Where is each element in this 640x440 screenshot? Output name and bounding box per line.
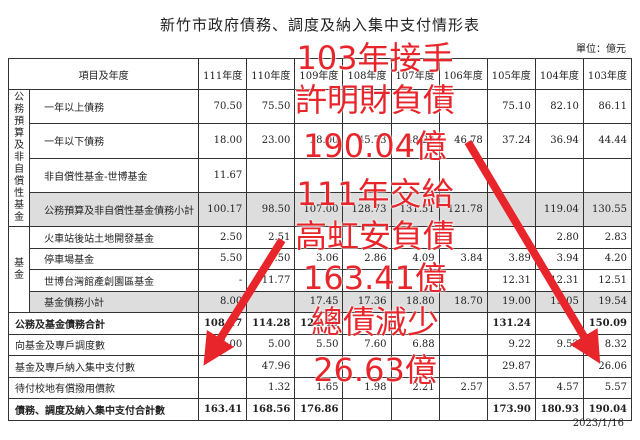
- cell: 119.04: [534, 191, 584, 228]
- overlay-text: 許明財負債: [294, 81, 455, 119]
- cell: 107.00: [294, 191, 344, 228]
- cell: [582, 157, 633, 193]
- debt-table: 項目及年度 111年度 110年度 109年度 108年度 107年度 106年度 105年度…: [7, 58, 633, 421]
- row: 債務、調度及納入集中支付合計數 163.41 168.56 176.86 173.90 1…: [7, 398, 633, 421]
- unit-note: 單位：億元: [576, 44, 626, 55]
- cell: 19.54: [582, 290, 633, 313]
- cell: 130.55: [582, 191, 633, 228]
- overlay-text: 103年接手: [296, 39, 454, 77]
- group-label: 公務預算及非自償性基金: [7, 89, 31, 227]
- cell: 176.86: [294, 398, 344, 421]
- cell: [342, 157, 392, 193]
- group-label: 基金: [7, 226, 31, 313]
- cell: 45.73: [342, 123, 392, 159]
- cell: 17.36: [342, 290, 392, 313]
- column-header: 105年度: [486, 58, 536, 90]
- arrow-left: [203, 237, 286, 366]
- row: 公務及基金債務合計 108.17 114.28 124.45 131.24 150.09: [7, 312, 633, 335]
- row: 基金及專戶納入集中支付數 47.96 29.87 26.06: [7, 355, 633, 378]
- column-header: 104年度: [534, 58, 584, 90]
- cell: 18.00: [198, 123, 248, 159]
- cell: [246, 157, 296, 193]
- item-label: 公務預算及非自償性基金債務小計: [29, 191, 200, 228]
- cell: 190.04: [582, 398, 633, 421]
- cell: 86.11: [582, 88, 633, 125]
- item-label: 基金債務小計: [29, 290, 200, 313]
- row: 基金債務小計8.0017.4517.3618.8018.7019.0019.05…: [9, 290, 633, 313]
- item-label: 一年以下債務: [29, 123, 200, 159]
- cell: 180.93: [534, 398, 584, 421]
- overlay-text: 總債減少: [310, 303, 439, 341]
- row: 一年以下債務 18.00 23.00 28.00 45.73 48.22 46.78 37.2…: [9, 123, 633, 159]
- header-row: 項目及年度 111年度 110年度 109年度 108年度 107年度 106年度 105年度…: [7, 58, 633, 90]
- cell: 100.17: [198, 191, 248, 228]
- cell: 17.45: [294, 290, 344, 313]
- cell: 128.73: [342, 191, 392, 228]
- item-label: 債務、調度及納入集中支付合計數: [7, 398, 200, 421]
- cell: 98.50: [246, 191, 296, 228]
- row: 世博台灣館產創園區基金 -11.77 12.31 12.31 12.51: [9, 269, 633, 292]
- overlay-text: 163.41億: [303, 259, 447, 297]
- column-header: 111年度: [198, 58, 248, 90]
- column-header: 110年度: [246, 58, 296, 90]
- doc-title: 新竹市政府債務、調度及納入集中支付情形表: [159, 16, 480, 34]
- arrow-right: [464, 139, 601, 364]
- doc-date: 2023/1/16: [572, 418, 624, 429]
- cell: 28.00: [294, 123, 344, 159]
- cell: 121.78: [438, 191, 488, 228]
- column-header: 項目及年度: [7, 58, 200, 90]
- overlay-text: 190.04億: [303, 127, 447, 165]
- cell: 18.70: [438, 290, 488, 313]
- cell: 12.51: [582, 269, 633, 292]
- row: 待付校地有償撥用價款 1.32 1.65 1.98 2.21 2.57 3.57 4.57 5.…: [7, 376, 633, 399]
- cell: 131.51: [390, 191, 440, 228]
- cell: [390, 88, 440, 125]
- cell: 19.00: [486, 290, 536, 313]
- overlay-text: 高虹安負債: [294, 217, 455, 255]
- overlay-text: 111年交給: [296, 175, 454, 213]
- overlay-text: 26.63億: [313, 351, 437, 389]
